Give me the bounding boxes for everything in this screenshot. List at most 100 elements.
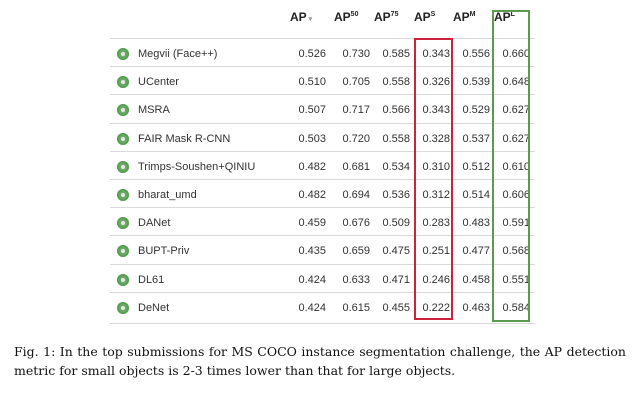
caption-text: In the top submissions for MS COCO insta…: [14, 344, 626, 378]
green-circle-icon: [117, 189, 129, 201]
column-header-1[interactable]: AP50: [334, 10, 358, 32]
metric-value: 0.310: [422, 160, 450, 173]
column-header-0[interactable]: AP ▾: [290, 10, 312, 32]
metric-value: 0.222: [422, 301, 450, 314]
metric-value: 0.512: [462, 160, 490, 173]
team-name[interactable]: FAIR Mask R-CNN: [138, 132, 231, 145]
table-row[interactable]: BUPT-Priv 0.435 0.659 0.475 0.251 0.477 0.568: [110, 235, 535, 266]
metric-value: 0.424: [298, 273, 326, 286]
team-name[interactable]: bharat_umd: [138, 189, 197, 201]
metric-value: 0.676: [342, 217, 370, 230]
metric-value: 0.510: [298, 76, 326, 89]
column-header-3[interactable]: APS: [414, 10, 435, 32]
metric-value: 0.471: [382, 273, 410, 286]
table-row[interactable]: DANet 0.459 0.676 0.509 0.283 0.483 0.591: [110, 207, 535, 238]
table-row[interactable]: MSRA 0.507 0.717 0.566 0.343 0.529 0.627: [110, 94, 535, 125]
metric-value: 0.648: [502, 76, 530, 89]
column-header-label: AP: [290, 10, 307, 24]
metric-value: 0.536: [382, 189, 410, 201]
team-name[interactable]: MSRA: [138, 104, 170, 117]
metric-value: 0.720: [342, 132, 370, 145]
green-circle-icon: [117, 245, 129, 258]
metric-value: 0.283: [422, 217, 450, 230]
green-circle-icon: [117, 273, 129, 286]
ap-large-highlight-box: [492, 10, 530, 322]
metric-value: 0.526: [298, 48, 326, 60]
metric-value: 0.482: [298, 160, 326, 173]
team-name[interactable]: DeNet: [138, 301, 170, 314]
metric-value: 0.551: [502, 273, 530, 286]
metric-value: 0.343: [422, 48, 450, 60]
metric-value: 0.507: [298, 104, 326, 117]
table-row[interactable]: DeNet 0.424 0.615 0.455 0.222 0.463 0.584: [110, 291, 535, 324]
metric-value: 0.455: [382, 301, 410, 314]
metric-value: 0.482: [298, 189, 326, 201]
metric-value: 0.558: [382, 76, 410, 89]
team-name[interactable]: DANet: [138, 217, 171, 230]
metric-value: 0.558: [382, 132, 410, 145]
team-name[interactable]: DL61: [138, 273, 165, 286]
metric-value: 0.534: [382, 160, 410, 173]
metric-value: 0.705: [342, 76, 370, 89]
column-header-superscript: S: [430, 11, 436, 18]
green-circle-icon: [117, 48, 129, 60]
table-row[interactable]: Trimps-Soushen+QINIU 0.482 0.681 0.534 0.310…: [110, 150, 535, 182]
metric-value: 0.610: [502, 160, 530, 173]
metric-value: 0.556: [462, 48, 490, 60]
green-circle-icon: [117, 76, 129, 89]
metric-value: 0.251: [422, 245, 450, 258]
metric-value: 0.717: [342, 104, 370, 117]
metric-value: 0.514: [462, 189, 490, 201]
team-name[interactable]: UCenter: [138, 76, 179, 89]
column-header-label: AP: [414, 10, 431, 24]
metric-value: 0.539: [462, 76, 490, 89]
metric-value: 0.503: [298, 132, 326, 145]
metric-value: 0.477: [462, 245, 490, 258]
metric-value: 0.584: [502, 301, 530, 314]
metric-value: 0.435: [298, 245, 326, 258]
metric-value: 0.246: [422, 273, 450, 286]
column-header-superscript: 75: [390, 11, 399, 18]
metric-value: 0.509: [382, 217, 410, 230]
metric-value: 0.326: [422, 76, 450, 89]
column-header-4[interactable]: APM: [453, 10, 476, 32]
metric-value: 0.694: [342, 189, 370, 201]
caption-label: Fig. 1:: [14, 344, 56, 359]
ap-small-highlight-box: [414, 38, 453, 320]
green-circle-icon: [117, 104, 129, 117]
column-header-superscript: 50: [350, 11, 359, 18]
metric-value: 0.424: [298, 301, 326, 314]
column-header-5[interactable]: APL: [494, 10, 515, 32]
column-header-label: AP: [494, 10, 511, 24]
team-name[interactable]: BUPT-Priv: [138, 245, 190, 258]
metric-value: 0.568: [502, 245, 530, 258]
team-name[interactable]: Trimps-Soushen+QINIU: [138, 160, 256, 173]
column-header-label: AP: [334, 10, 351, 24]
metric-value: 0.312: [422, 189, 450, 201]
team-name[interactable]: Megvii (Face++): [138, 48, 218, 60]
table-row[interactable]: bharat_umd 0.482 0.694 0.536 0.312 0.514 0.606: [110, 179, 535, 210]
table-row[interactable]: UCenter 0.510 0.705 0.558 0.326 0.539 0.648: [110, 66, 535, 97]
green-circle-icon: [117, 301, 129, 314]
column-header-2[interactable]: AP75: [374, 10, 398, 32]
table-row[interactable]: Megvii (Face++) 0.526 0.730 0.585 0.343 0.556…: [110, 38, 535, 69]
table-row[interactable]: FAIR Mask R-CNN 0.503 0.720 0.558 0.328 0.537…: [110, 122, 535, 154]
metric-value: 0.459: [298, 217, 326, 230]
green-circle-icon: [117, 160, 129, 173]
metric-value: 0.730: [342, 48, 370, 60]
metric-value: 0.591: [502, 217, 530, 230]
green-circle-icon: [117, 132, 129, 145]
metric-value: 0.606: [502, 189, 530, 201]
metric-value: 0.529: [462, 104, 490, 117]
green-circle-icon: [117, 217, 129, 230]
metric-value: 0.633: [342, 273, 370, 286]
metric-value: 0.627: [502, 104, 530, 117]
column-header-superscript: L: [510, 11, 515, 18]
column-header-label: AP: [453, 10, 470, 24]
metric-value: 0.659: [342, 245, 370, 258]
table-row[interactable]: DL61 0.424 0.633 0.471 0.246 0.458 0.551: [110, 263, 535, 295]
metric-value: 0.475: [382, 245, 410, 258]
column-header-label: AP: [374, 10, 391, 24]
sort-desc-icon[interactable]: ▾: [308, 16, 313, 23]
metric-value: 0.483: [462, 217, 490, 230]
